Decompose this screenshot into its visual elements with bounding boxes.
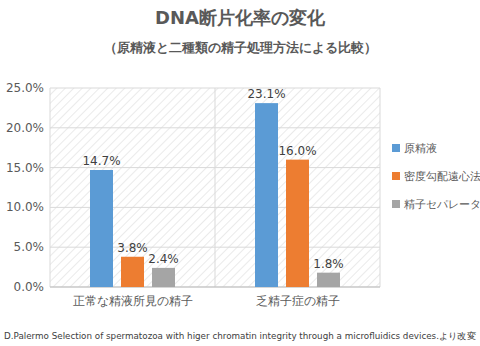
legend-swatch — [392, 200, 400, 208]
title: DNA断片化率の変化 — [155, 7, 326, 28]
data-label: 14.7% — [82, 154, 120, 168]
y-tick-label: 5.0% — [14, 240, 45, 254]
chart-svg: DNA断片化率の変化 （原精液と二種類の精子処理方法による比較） 0.0% 5.0% 1… — [0, 0, 480, 346]
bar — [121, 257, 144, 287]
bars — [90, 103, 340, 287]
bar — [286, 160, 309, 287]
category-separator — [215, 88, 216, 287]
x-tick-label: 乏精子症の精子 — [256, 294, 340, 308]
data-label: 1.8% — [313, 257, 344, 271]
legend: 原精液密度勾配遠心法精子セパレーター — [392, 142, 480, 211]
legend-label: 密度勾配遠心法 — [404, 170, 480, 183]
y-tick-label: 25.0% — [6, 81, 44, 95]
data-label: 23.1% — [247, 87, 285, 101]
chart-container: DNA断片化率の変化 （原精液と二種類の精子処理方法による比較） 0.0% 5.0% 1… — [0, 0, 480, 346]
plot-background — [50, 88, 380, 287]
category-separator — [50, 88, 51, 287]
data-labels: 14.7% 23.1% 3.8% 16.0% 2.4% 1.8% — [82, 87, 343, 271]
source-note: D.Palermo Selection of spermatozoa with … — [4, 331, 476, 341]
y-tick-label: 15.0% — [6, 161, 44, 175]
x-tick-label: 正常な精液所見の精子 — [73, 294, 193, 308]
y-tick-label: 0.0% — [14, 280, 45, 294]
data-label: 16.0% — [278, 144, 316, 158]
data-label: 3.8% — [117, 241, 148, 255]
legend-label: 精子セパレーター — [404, 198, 480, 211]
data-label: 2.4% — [148, 252, 179, 266]
bar — [317, 273, 340, 287]
subtitle: （原精液と二種類の精子処理方法による比較） — [104, 40, 377, 55]
bar — [90, 170, 113, 287]
legend-swatch — [392, 172, 400, 180]
y-tick-label: 20.0% — [6, 121, 44, 135]
bar — [152, 268, 175, 287]
bar — [255, 103, 278, 287]
y-tick-label: 10.0% — [6, 200, 44, 214]
category-separator — [380, 88, 381, 287]
legend-swatch — [392, 144, 400, 152]
legend-label: 原精液 — [404, 142, 437, 155]
